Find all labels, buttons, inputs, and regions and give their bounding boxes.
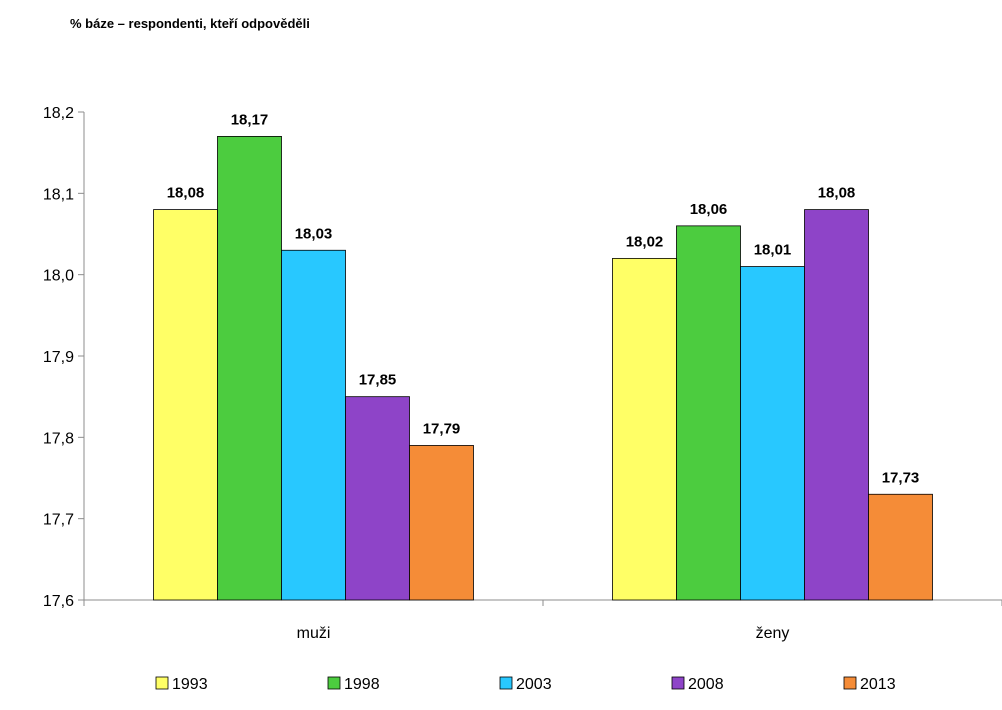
data-label: 18,17 [231, 111, 269, 128]
legend-label: 2013 [860, 676, 896, 693]
bar-2003-1 [281, 249, 346, 601]
legend-swatch [155, 676, 169, 690]
data-label: 18,06 [690, 201, 728, 218]
y-tick-label: 18,2 [43, 105, 74, 122]
bars [153, 135, 933, 601]
legend-label: 2003 [516, 676, 552, 693]
bar-2008-2 [804, 209, 869, 601]
legend-swatch [499, 676, 513, 690]
data-label: 18,08 [818, 185, 856, 202]
bar-1993-1 [153, 209, 218, 601]
data-label: 18,02 [626, 233, 664, 250]
legend-label: 1998 [344, 676, 380, 693]
data-label: 18,01 [754, 242, 792, 259]
category-label: ženy [756, 625, 790, 642]
bar-2008-1 [345, 396, 410, 601]
data-label: 17,85 [359, 372, 397, 389]
y-tick-label: 17,7 [43, 512, 74, 529]
bar-2013-1 [409, 445, 474, 601]
legend-swatch [671, 676, 685, 690]
chart-subtitle: % báze – respondenti, kteří odpověděli [70, 16, 310, 31]
legend-label: 1993 [172, 676, 208, 693]
legend-label: 2008 [688, 676, 724, 693]
legend-swatch [843, 676, 857, 690]
y-tick-label: 18,0 [43, 268, 74, 285]
data-label: 17,73 [882, 469, 920, 486]
data-label: 17,79 [423, 420, 461, 437]
y-tick-label: 17,6 [43, 593, 74, 610]
y-tick-label: 18,1 [43, 186, 74, 203]
bar-1993-2 [612, 257, 677, 601]
legend: 1993 1998 2003 2008 2013 [155, 676, 896, 693]
bar-1998-1 [217, 135, 282, 601]
y-tick-label: 17,8 [43, 430, 74, 447]
data-label: 18,08 [167, 185, 205, 202]
bar-1998-2 [676, 225, 741, 601]
bar-2003-2 [740, 266, 805, 601]
category-label: muži [297, 625, 331, 642]
bar-2013-2 [868, 493, 933, 601]
data-label: 18,03 [295, 225, 333, 242]
legend-swatch [327, 676, 341, 690]
data-labels: 18,08 18,17 18,03 17,85 17,79 18,02 18,06 18,01… [167, 111, 920, 486]
y-tick-label: 17,9 [43, 349, 74, 366]
